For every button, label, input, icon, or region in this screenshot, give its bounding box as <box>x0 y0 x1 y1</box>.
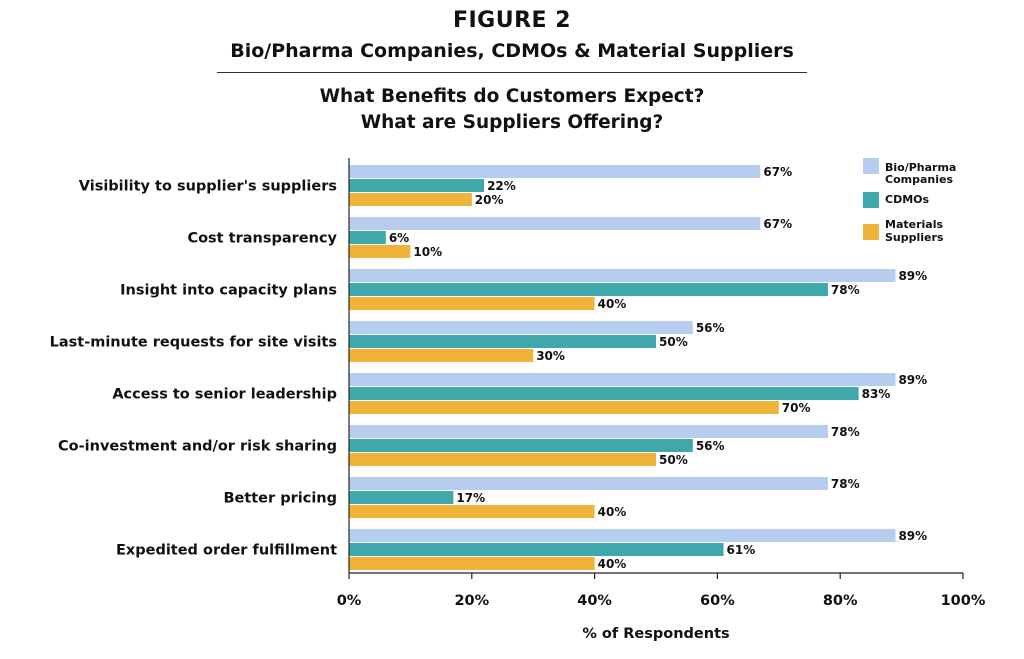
bar-materials <box>349 297 595 310</box>
bar-cdmos <box>349 231 386 244</box>
bar-cdmos <box>349 283 828 296</box>
bar-bio-pharma <box>349 425 828 438</box>
legend-swatch <box>863 192 879 208</box>
x-tick-label: 0% <box>337 593 362 609</box>
data-label: 50% <box>659 453 688 467</box>
data-label: 89% <box>898 529 927 543</box>
legend-label: CDMOs <box>885 193 930 206</box>
data-label: 67% <box>763 217 792 231</box>
category-label: Insight into capacity plans <box>120 283 337 299</box>
figure-label: FIGURE 2 <box>452 8 572 33</box>
category-label: Expedited order fulfillment <box>116 543 337 559</box>
figure-subtitle: Bio/Pharma Companies, CDMOs & Material S… <box>230 40 794 62</box>
category-label: Better pricing <box>223 491 337 507</box>
bar-materials <box>349 505 595 518</box>
data-label: 78% <box>831 425 860 439</box>
bar-cdmos <box>349 491 454 504</box>
data-label: 40% <box>598 505 627 519</box>
data-label: 40% <box>598 557 627 571</box>
data-label: 67% <box>763 165 792 179</box>
bar-bio-pharma <box>349 477 828 490</box>
bar-cdmos <box>349 387 859 400</box>
data-label: 70% <box>782 401 811 415</box>
data-label: 89% <box>898 269 927 283</box>
x-tick-label: 100% <box>941 593 986 609</box>
x-tick-label: 20% <box>454 593 489 609</box>
data-label: 83% <box>862 387 891 401</box>
title-divider <box>217 72 807 73</box>
x-axis-label: % of Respondents <box>582 626 729 642</box>
data-label: 78% <box>831 283 860 297</box>
category-label: Co-investment and/or risk sharing <box>58 439 337 455</box>
legend-swatch <box>863 158 879 174</box>
x-tick-label: 60% <box>700 593 735 609</box>
chart-title-line2: What are Suppliers Offering? <box>360 112 664 133</box>
category-label: Last-minute requests for site visits <box>50 335 337 351</box>
data-label: 50% <box>659 335 688 349</box>
bar-bio-pharma <box>349 321 693 334</box>
bar-bio-pharma <box>349 165 761 178</box>
data-label: 89% <box>898 373 927 387</box>
bar-cdmos <box>349 179 485 192</box>
category-label: Cost transparency <box>187 231 337 247</box>
legend-label: Bio/Pharma <box>885 161 956 174</box>
bar-materials <box>349 557 595 570</box>
legend-label: Companies <box>885 173 953 186</box>
data-label: 22% <box>487 179 516 193</box>
bar-bio-pharma <box>349 269 896 282</box>
data-label: 30% <box>536 349 565 363</box>
category-label: Access to senior leadership <box>112 387 337 403</box>
bar-materials <box>349 193 472 206</box>
legend-swatch <box>863 224 879 240</box>
bar-materials <box>349 349 534 362</box>
bar-cdmos <box>349 543 724 556</box>
bar-materials <box>349 245 411 258</box>
x-tick-label: 80% <box>823 593 858 609</box>
category-label: Visibility to supplier's suppliers <box>79 179 337 195</box>
data-label: 78% <box>831 477 860 491</box>
legend-label: Suppliers <box>885 231 944 244</box>
data-label: 17% <box>456 491 485 505</box>
data-label: 56% <box>696 439 725 453</box>
data-label: 6% <box>389 231 409 245</box>
bar-cdmos <box>349 439 693 452</box>
legend-label: Materials <box>885 218 943 231</box>
bar-bio-pharma <box>349 217 761 230</box>
bar-bio-pharma <box>349 529 896 542</box>
bar-materials <box>349 453 656 466</box>
chart-title-line1: What Benefits do Customers Expect? <box>319 86 705 107</box>
bar-cdmos <box>349 335 656 348</box>
data-label: 40% <box>598 297 627 311</box>
data-label: 56% <box>696 321 725 335</box>
data-label: 20% <box>475 193 504 207</box>
bar-materials <box>349 401 779 414</box>
bar-bio-pharma <box>349 373 896 386</box>
data-label: 10% <box>413 245 442 259</box>
x-tick-label: 40% <box>577 593 612 609</box>
data-label: 61% <box>727 543 756 557</box>
